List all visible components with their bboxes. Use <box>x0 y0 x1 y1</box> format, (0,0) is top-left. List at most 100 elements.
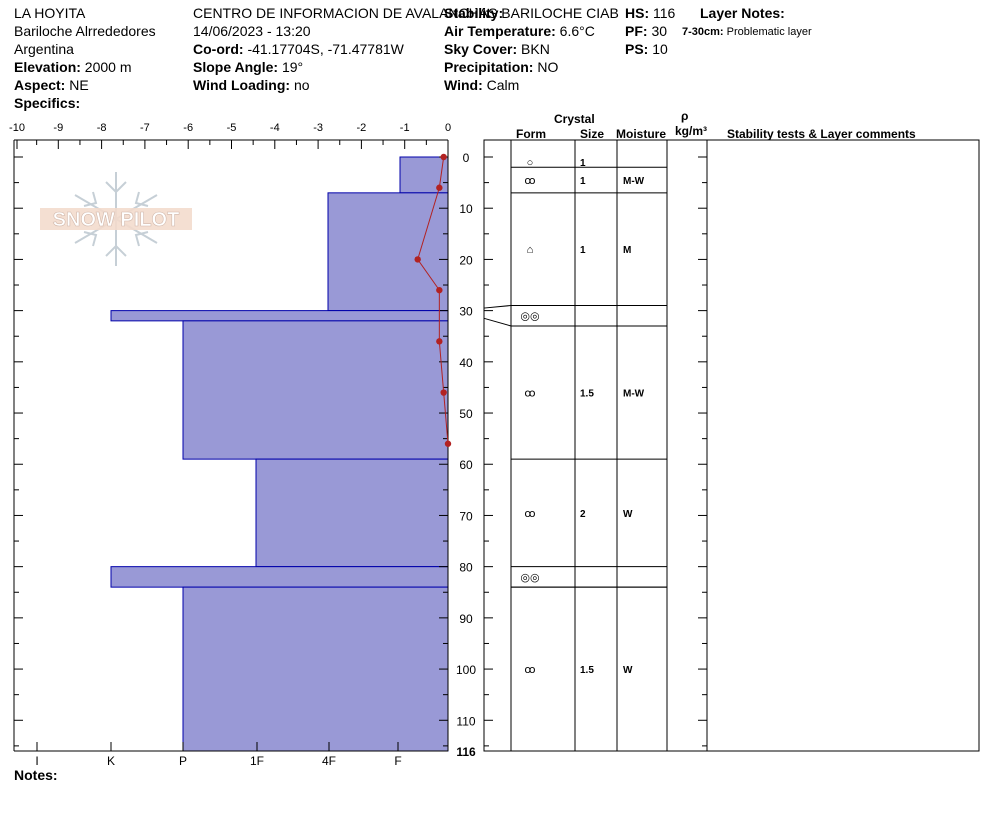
country-name: Argentina <box>14 41 74 57</box>
depth-tick-label: 40 <box>459 356 473 370</box>
coord-value: -41.17704S, -71.47781W <box>247 41 404 57</box>
air-temp-row: Air Temperature: 6.6°C <box>444 23 595 39</box>
wind-label: Wind: <box>444 77 483 93</box>
temp-tick-label: -4 <box>270 122 280 134</box>
stability-label: Stability: <box>444 5 504 21</box>
temp-tick-label: -9 <box>53 122 63 134</box>
sky-cover-label: Sky Cover: <box>444 41 518 57</box>
moisture-value: M <box>623 245 631 256</box>
depth-axis-ticks: 0 10 20 30 40 50 60 70 80 90 100 110 116 <box>14 151 707 759</box>
crystal-header: Crystal <box>554 112 595 126</box>
sky-cover-row: Sky Cover: BKN <box>444 41 550 57</box>
ps-value: 10 <box>652 41 668 57</box>
hardness-layer-bar <box>110 566 449 588</box>
ps-row: PS: 10 <box>625 41 668 57</box>
coord-label: Co-ord: <box>193 41 244 57</box>
depth-tick-label: 60 <box>459 458 473 472</box>
crystal-size-value: 2 <box>580 509 586 520</box>
depth-tick-label: 80 <box>459 561 473 575</box>
rho-header: ρ <box>681 109 689 123</box>
depth-tick-label: 10 <box>459 202 473 216</box>
temperature-point <box>444 440 452 447</box>
precip-row: Precipitation: NO <box>444 59 558 75</box>
moisture-value: W <box>623 665 633 676</box>
notes-label: Notes: <box>14 767 58 783</box>
temperature-point <box>436 338 443 345</box>
depth-tick-label: 110 <box>456 714 475 728</box>
watermark-text: SNOW PILOT <box>53 209 180 231</box>
hardness-tick-label: F <box>394 754 401 768</box>
layer-table-rows: ○ 1 ꝏ 1 M-W ⌂ 1 M ◎◎ ꝏ 1.5 M-W ꝏ 2 W ◎◎ ꝏ 1.5 W <box>483 157 667 676</box>
layer-table-border <box>483 139 980 752</box>
hardness-tick-label: 4F <box>322 754 336 768</box>
layer-note-text: Problematic layer <box>726 26 812 38</box>
slope-row: Slope Angle: 19° <box>193 59 303 75</box>
crystal-size-value: 1 <box>580 158 586 169</box>
hardness-layer-bar <box>182 586 449 752</box>
temp-tick-label: -7 <box>140 122 150 134</box>
depth-tick-label: 90 <box>459 612 473 626</box>
hardness-layer-bar <box>110 310 449 322</box>
snowpilot-watermark: SNOW PILOT <box>40 172 192 266</box>
wind-loading-row: Wind Loading: no <box>193 77 310 93</box>
hardness-profile <box>110 156 449 752</box>
temperature-point <box>414 256 421 263</box>
crystal-form-icon: ꝏ <box>524 175 535 187</box>
stability-comments-header: Stability tests & Layer comments <box>727 127 916 141</box>
depth-tick-label: 100 <box>456 663 476 677</box>
elevation-value: 2000 m <box>84 59 132 75</box>
hardness-tick-label: K <box>107 754 115 768</box>
temperature-point <box>436 184 443 191</box>
moisture-value: W <box>623 509 633 520</box>
wind-loading-value: no <box>293 77 310 93</box>
layer-table-frame <box>483 139 980 752</box>
aspect-row: Aspect: NE <box>14 77 89 93</box>
crystal-size-value: 1.5 <box>580 665 594 676</box>
layer-notes-label: Layer Notes: <box>700 5 785 21</box>
crystal-size-value: 1 <box>580 176 586 187</box>
crystal-form-icon: ꝏ <box>524 388 535 400</box>
coord-row: Co-ord: -41.17704S, -71.47781W <box>193 41 404 57</box>
temp-tick-label: -3 <box>313 122 323 134</box>
density-unit-header: kg/m³ <box>675 124 708 138</box>
aspect-label: Aspect: <box>14 77 66 93</box>
size-header: Size <box>580 127 605 141</box>
crystal-form-icon: ⌂ <box>527 244 534 256</box>
temperature-point <box>440 153 447 161</box>
temperature-axis-ticks: -10 -9 -8 -7 -6 -5 -4 -3 -2 -1 0 <box>9 122 451 149</box>
observation-datetime: 14/06/2023 - 13:20 <box>193 23 311 39</box>
layer-connector <box>483 305 512 309</box>
moisture-header: Moisture <box>616 127 667 141</box>
pf-row: PF: 30 <box>625 23 667 39</box>
temp-tick-label: -10 <box>9 122 25 134</box>
temp-tick-label: -2 <box>357 122 367 134</box>
depth-tick-label: 50 <box>459 407 473 421</box>
depth-tick-label: 30 <box>459 305 473 319</box>
crystal-form-icon: ꝏ <box>524 664 535 676</box>
wind-loading-label: Wind Loading: <box>193 77 291 93</box>
temperature-point <box>440 389 447 396</box>
precip-value: NO <box>537 59 559 75</box>
hardness-layer-bar <box>182 320 449 460</box>
air-temp-label: Air Temperature: <box>444 23 556 39</box>
region-name: Bariloche Alrrededores <box>14 23 156 39</box>
crystal-form-icon: ○ <box>527 157 534 169</box>
pf-value: 30 <box>651 23 668 39</box>
hardness-tick-label: I <box>35 754 38 768</box>
pf-label: PF: <box>625 23 648 39</box>
temperature-profile <box>414 153 452 447</box>
hardness-tick-label: 1F <box>250 754 264 768</box>
wind-value: Calm <box>486 77 520 93</box>
temp-tick-label: -6 <box>183 122 193 134</box>
layer-note-row: 7-30cm: Problematic layer <box>682 24 812 40</box>
hs-value: 116 <box>653 5 676 21</box>
temp-tick-label: -8 <box>97 122 107 134</box>
hardness-tick-label: P <box>179 754 187 768</box>
layer-note-range: 7-30cm: <box>682 26 724 38</box>
hardness-layer-bar <box>255 458 449 568</box>
temperature-point <box>436 286 443 294</box>
slope-value: 19° <box>281 59 304 75</box>
wind-row: Wind: Calm <box>444 77 519 93</box>
crystal-form-icon: ◎◎ <box>520 311 539 323</box>
